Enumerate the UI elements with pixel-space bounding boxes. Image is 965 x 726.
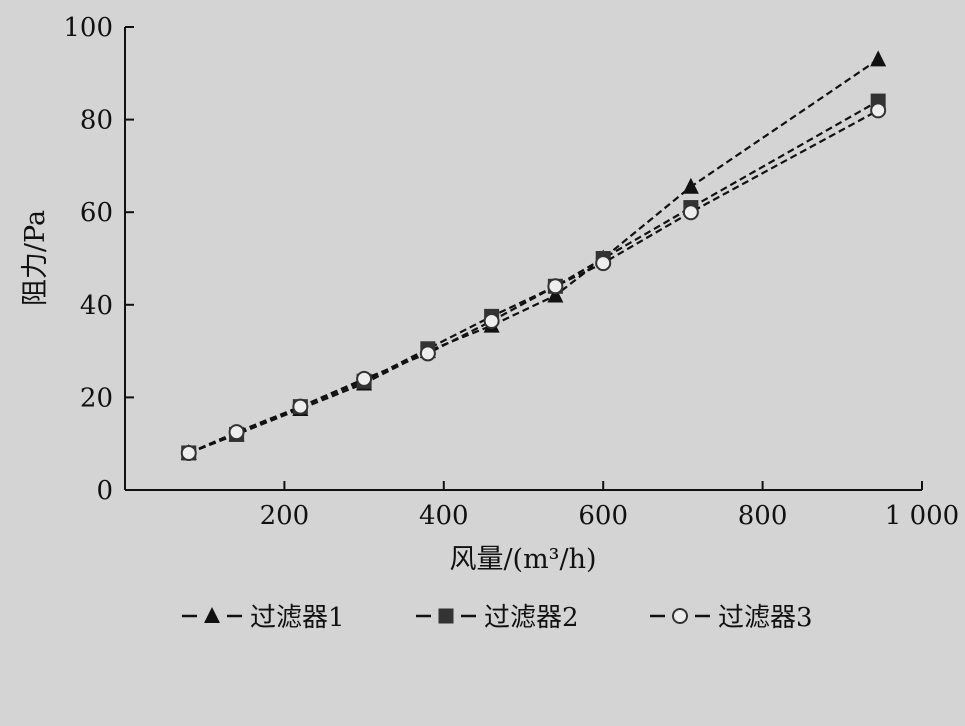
y-tick-label: 60 (80, 198, 113, 228)
data-point (682, 177, 699, 194)
y-tick-label: 80 (80, 106, 113, 136)
legend-marker (438, 608, 454, 624)
data-point (547, 278, 564, 295)
data-point (595, 255, 612, 272)
legend: 过滤器1 过滤器2 过滤器3 (182, 603, 813, 633)
legend-label: 过滤器3 (718, 603, 813, 633)
data-point (547, 286, 564, 303)
series-1 (180, 50, 887, 460)
y-tick-label: 40 (80, 291, 113, 321)
series-layer (180, 50, 887, 461)
data-point (228, 424, 245, 441)
legend-item-1: 过滤器1 (182, 603, 345, 633)
x-tick-label: 800 (738, 501, 788, 531)
x-tick-label: 200 (260, 501, 310, 531)
x-tick-label: 600 (578, 501, 628, 531)
ticks-layer: 0 20 40 60 80 100 200 400 600 800 1 000 (63, 13, 959, 531)
data-point (682, 204, 699, 221)
data-point (483, 313, 500, 330)
series-line-3 (188, 109, 879, 455)
series-line-1 (188, 58, 879, 455)
legend-label: 过滤器2 (484, 603, 579, 633)
legend-item-3: 过滤器3 (650, 603, 813, 633)
y-tick-label: 20 (80, 383, 113, 413)
x-tick-label: 400 (419, 501, 469, 531)
axes-layer (124, 27, 922, 491)
data-point (870, 102, 887, 119)
data-point (356, 370, 373, 387)
y-axis-title: 阻力/Pa (20, 210, 51, 306)
x-axis-title: 风量/(m³/h) (449, 544, 596, 575)
legend-marker (672, 608, 688, 624)
series-3 (180, 102, 887, 461)
series-line-2 (188, 100, 879, 455)
data-point (870, 50, 887, 67)
y-tick-label: 0 (96, 476, 113, 506)
y-tick-label: 100 (63, 13, 113, 43)
series-2 (181, 93, 886, 461)
data-point (419, 345, 436, 362)
data-point (292, 398, 309, 415)
legend-label: 过滤器1 (250, 603, 345, 633)
data-point (180, 444, 197, 461)
x-tick-label: 1 000 (885, 501, 959, 531)
legend-item-2: 过滤器2 (416, 603, 579, 633)
legend-marker (204, 607, 220, 623)
